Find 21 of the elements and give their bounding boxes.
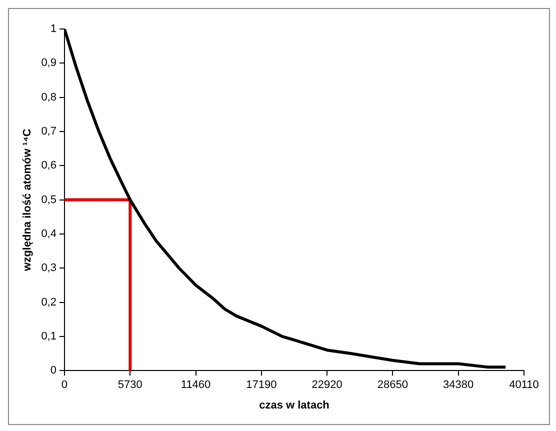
x-tick-label: 28650 xyxy=(377,379,408,392)
x-tick-label: 22920 xyxy=(312,379,342,392)
x-tick-label: 34380 xyxy=(443,379,474,392)
x-tick-label: 0 xyxy=(61,379,68,392)
y-tick-label: 0,3 xyxy=(41,262,56,274)
x-tick-label: 5730 xyxy=(118,379,142,392)
x-tick-label: 40110 xyxy=(509,379,539,392)
y-axis-title: względna ilość atomów ¹⁴C xyxy=(22,128,34,272)
x-tick-label: 11460 xyxy=(180,379,211,392)
y-tick-label: 0,9 xyxy=(41,57,56,70)
y-tick-label: 0,2 xyxy=(41,296,56,308)
y-tick-label: 0,4 xyxy=(41,228,56,240)
y-tick-label: 0,1 xyxy=(41,330,56,342)
y-tick-label: 0 xyxy=(50,364,56,377)
y-tick-label: 1 xyxy=(50,23,56,36)
y-tick-label: 0,5 xyxy=(41,194,56,206)
x-axis-title: czas w latach xyxy=(259,399,330,412)
x-tick-label: 17190 xyxy=(246,379,277,392)
y-tick-label: 0,8 xyxy=(41,91,56,104)
y-tick-label: 0,7 xyxy=(41,126,56,138)
y-tick-label: 0,6 xyxy=(41,160,56,172)
